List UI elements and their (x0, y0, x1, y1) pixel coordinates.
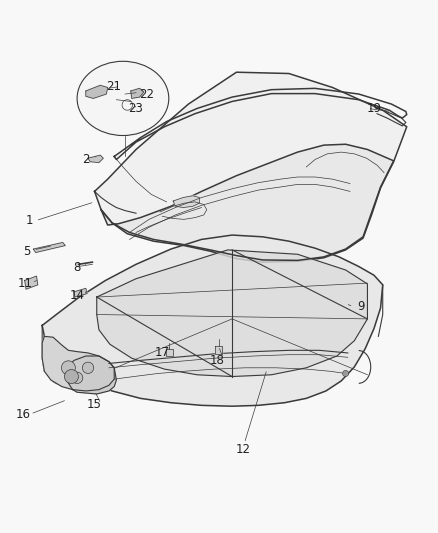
Text: 14: 14 (70, 289, 85, 302)
Polygon shape (42, 336, 114, 391)
Text: 11: 11 (17, 277, 32, 289)
Text: 16: 16 (16, 408, 31, 422)
Ellipse shape (77, 61, 169, 135)
Polygon shape (95, 72, 407, 262)
Circle shape (61, 361, 75, 375)
Polygon shape (86, 85, 108, 99)
Polygon shape (97, 250, 367, 376)
Polygon shape (42, 235, 383, 406)
Text: 22: 22 (139, 87, 155, 101)
Text: 12: 12 (236, 442, 251, 456)
Text: 21: 21 (106, 80, 121, 93)
Circle shape (64, 369, 78, 384)
Polygon shape (131, 88, 144, 99)
Polygon shape (88, 155, 103, 163)
Polygon shape (101, 144, 394, 261)
Polygon shape (25, 276, 38, 289)
Polygon shape (215, 346, 223, 354)
Polygon shape (74, 288, 87, 297)
Polygon shape (33, 243, 65, 253)
Text: 19: 19 (367, 102, 381, 115)
Text: 2: 2 (82, 153, 90, 166)
Circle shape (343, 370, 349, 376)
Text: 23: 23 (128, 102, 143, 115)
Text: 18: 18 (209, 354, 224, 367)
Polygon shape (166, 349, 173, 356)
Circle shape (71, 372, 83, 384)
Polygon shape (65, 356, 117, 394)
Text: 8: 8 (74, 261, 81, 274)
Text: 17: 17 (155, 346, 170, 359)
Text: 15: 15 (87, 398, 102, 410)
Circle shape (82, 362, 94, 374)
Text: 9: 9 (357, 300, 365, 313)
Text: 5: 5 (23, 245, 31, 258)
Text: 1: 1 (25, 214, 33, 227)
Polygon shape (173, 196, 199, 207)
